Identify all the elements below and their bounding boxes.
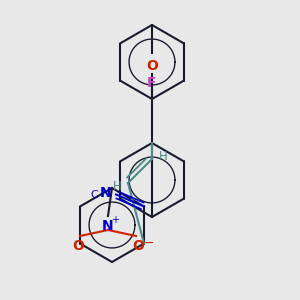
Text: N: N bbox=[102, 219, 114, 233]
Text: +: + bbox=[111, 215, 119, 225]
Text: −: − bbox=[144, 236, 154, 250]
Text: O: O bbox=[146, 59, 158, 73]
Text: C: C bbox=[90, 190, 98, 200]
Text: O: O bbox=[132, 239, 144, 253]
Text: O: O bbox=[72, 239, 84, 253]
Text: F: F bbox=[147, 76, 157, 90]
Text: N: N bbox=[100, 187, 112, 200]
Text: H: H bbox=[112, 179, 122, 193]
Text: H: H bbox=[159, 149, 167, 163]
